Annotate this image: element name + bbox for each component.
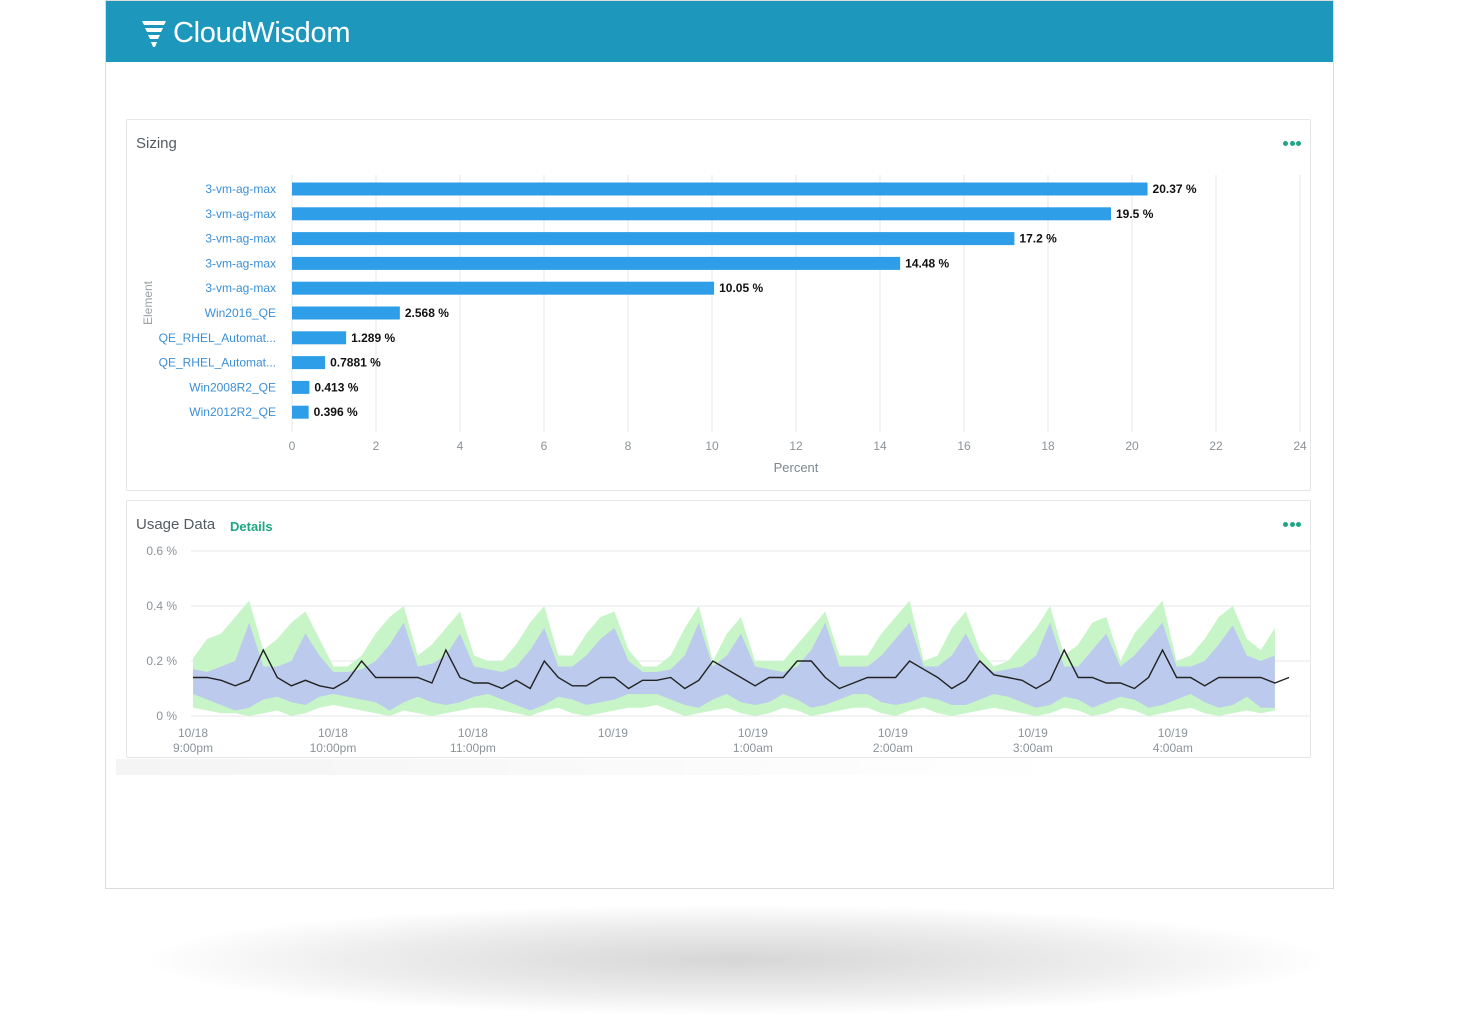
x-tick-label: 6: [541, 439, 548, 453]
y-tick-label: 0.4 %: [146, 599, 177, 613]
bar: [292, 281, 715, 295]
bar: [292, 306, 400, 320]
usage-panel: Usage Data Details 0 % 0.2 % 0.4 % 0.6 % 10/…: [126, 500, 1311, 758]
x-tick-label: 20: [1125, 439, 1139, 453]
y-category-label: Win2016_QE: [205, 306, 276, 320]
bar: [292, 356, 326, 370]
x-tick-label: 0: [289, 439, 296, 453]
x-tick-label-date: 10/19: [738, 726, 768, 740]
x-tick-label: 12: [789, 439, 803, 453]
x-tick-label-date: 10/19: [598, 726, 628, 740]
bar-data-label: 0.413 %: [314, 380, 358, 394]
y-tick-label: 0 %: [156, 709, 177, 723]
y-category-label: Win2008R2_QE: [189, 380, 276, 394]
sizing-panel: Sizing 0 2 4 6 8 10 12 14 16 18 20 22 24 Percent Eleme…: [126, 119, 1311, 491]
usage-panel-title: Usage Data: [136, 516, 216, 533]
x-tick-label-time: 10:00pm: [310, 741, 357, 755]
bar-data-label: 14.48 %: [905, 256, 949, 270]
series-average-line: [193, 648, 1290, 690]
bar-data-label: 17.2 %: [1019, 232, 1057, 246]
y-tick-label: 0.6 %: [146, 544, 177, 558]
cloudwisdom-logo-icon: [142, 21, 166, 47]
x-tick-label: 16: [957, 439, 971, 453]
y-category-label: 3-vm-ag-max: [205, 207, 276, 221]
y-tick-label: 0.2 %: [146, 654, 177, 668]
bar-data-label: 0.7881 %: [330, 356, 381, 370]
bar: [292, 380, 310, 394]
y-category-label: 3-vm-ag-max: [205, 281, 276, 295]
x-tick-label: 8: [625, 439, 632, 453]
y-category-label: QE_RHEL_Automat...: [159, 331, 276, 345]
more-dots-icon[interactable]: [1283, 522, 1301, 528]
sizing-bar-chart: 0 2 4 6 8 10 12 14 16 18 20 22 24PercentElement3-vm-…: [141, 175, 1307, 475]
bar: [292, 331, 347, 345]
app-window: CloudWisdom Sizing 0 2 4 6 8 10 12 14 16 18 20 22 24…: [105, 0, 1334, 889]
usage-area-chart: 0 %0.2 %0.4 %0.6 %10/189:00pm10/1810:00p…: [146, 544, 1310, 755]
bar-data-label: 19.5 %: [1116, 207, 1154, 221]
y-category-label: 3-vm-ag-max: [205, 182, 276, 196]
y-category-label: Win2012R2_QE: [189, 405, 276, 419]
x-tick-label-date: 10/18: [458, 726, 488, 740]
x-tick-label: 4: [457, 439, 464, 453]
more-dots-icon[interactable]: [1283, 141, 1301, 147]
details-link[interactable]: Details: [230, 519, 273, 534]
x-tick-label-time: 9:00pm: [173, 741, 213, 755]
x-tick-label: 22: [1209, 439, 1223, 453]
x-tick-label-time: 1:00am: [733, 741, 773, 755]
sizing-panel-title: Sizing: [136, 135, 177, 152]
app-header: CloudWisdom: [106, 1, 1333, 62]
bar-data-label: 10.05 %: [719, 281, 763, 295]
x-tick-label-date: 10/19: [1018, 726, 1048, 740]
y-category-label: QE_RHEL_Automat...: [159, 356, 276, 370]
x-tick-label-time: 3:00am: [1013, 741, 1053, 755]
x-tick-label-time: 11:00pm: [450, 741, 496, 755]
bar-data-label: 2.568 %: [405, 306, 449, 320]
x-tick-label: 2: [373, 439, 380, 453]
x-tick-label-date: 10/18: [318, 726, 348, 740]
x-tick-label-time: 2:00am: [873, 741, 913, 755]
y-category-label: 3-vm-ag-max: [205, 256, 276, 270]
x-axis-label: Percent: [774, 460, 819, 475]
x-tick-label-time: 4:00am: [1153, 741, 1193, 755]
y-axis-label: Element: [141, 280, 155, 325]
y-category-label: 3-vm-ag-max: [205, 232, 276, 246]
panel-bottom-strip: [116, 759, 1076, 775]
x-tick-label-date: 10/19: [878, 726, 908, 740]
bar: [292, 256, 901, 270]
x-tick-label: 14: [873, 439, 887, 453]
bar-data-label: 0.396 %: [314, 405, 358, 419]
bar: [292, 207, 1111, 221]
x-tick-label: 24: [1293, 439, 1307, 453]
bar-data-label: 1.289 %: [351, 331, 395, 345]
bar: [292, 182, 1148, 196]
floor-shadow: [150, 905, 1320, 1015]
bar: [292, 405, 309, 419]
bar-data-label: 20.37 %: [1153, 182, 1197, 196]
brand-name[interactable]: CloudWisdom: [173, 17, 351, 49]
x-tick-label-date: 10/19: [1158, 726, 1188, 740]
bar: [292, 232, 1015, 246]
series-range-inner: [193, 622, 1275, 711]
x-tick-label: 10: [705, 439, 719, 453]
x-tick-label: 18: [1041, 439, 1055, 453]
x-tick-label-date: 10/18: [178, 726, 208, 740]
